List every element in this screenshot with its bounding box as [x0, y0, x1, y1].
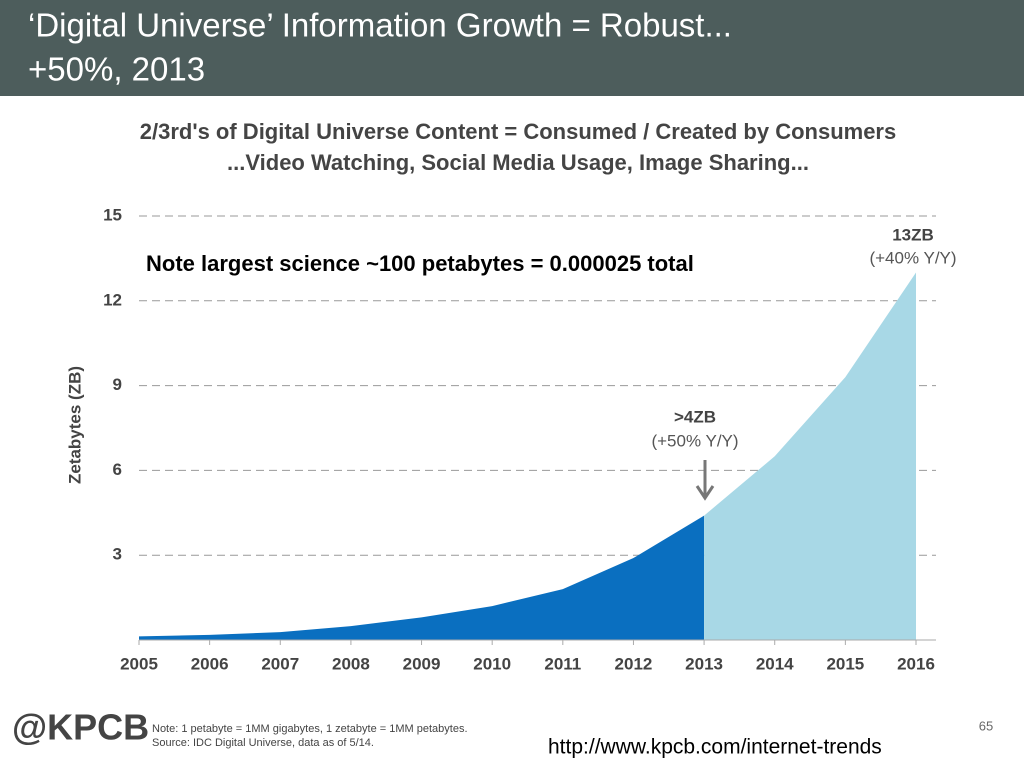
- x-tick-label: 2011: [544, 654, 581, 673]
- y-tick-label: 9: [113, 375, 122, 394]
- footnote: Source: IDC Digital Universe, data as of…: [152, 737, 374, 749]
- y-tick-label: 3: [113, 545, 122, 564]
- x-tick-label: 2008: [332, 654, 370, 673]
- y-tick-label: 15: [103, 205, 122, 224]
- annotation: >4ZB: [674, 407, 716, 426]
- y-tick-label: 6: [113, 460, 122, 479]
- annotation: 13ZB: [892, 225, 934, 244]
- chart-title: 2/3rd's of Digital Universe Content = Co…: [140, 119, 896, 144]
- x-tick-label: 2015: [826, 654, 864, 673]
- area: [139, 515, 705, 640]
- slide-title: +50%, 2013: [28, 51, 205, 88]
- x-tick-label: 2009: [403, 654, 441, 673]
- x-tick-label: 2016: [897, 654, 935, 673]
- url: http://www.kpcb.com/internet-trends: [548, 736, 882, 759]
- arrow: [695, 460, 715, 501]
- x-tick-label: 2014: [756, 654, 794, 673]
- x-tick-label: 2007: [261, 654, 299, 673]
- note: Note largest science ~100 petabytes = 0.…: [146, 251, 694, 276]
- header-band: [0, 0, 1024, 96]
- area: [704, 272, 916, 640]
- x-tick-label: 2005: [120, 654, 158, 673]
- x-tick-label: 2010: [473, 654, 511, 673]
- x-tick-label: 2012: [615, 654, 653, 673]
- x-tick-label: 2006: [191, 654, 229, 673]
- logo: @KPCB: [12, 707, 149, 748]
- plot: 3 6 9 12 15 2005 2006 2007 2008 2009 2010 2011 2012 2…: [103, 205, 936, 673]
- slide-title: ‘Digital Universe’ Information Growth = …: [28, 7, 732, 44]
- y-axis-label: Zetabytes (ZB): [65, 366, 84, 484]
- x-tick-label: 2013: [685, 654, 723, 673]
- page-number: 65: [979, 718, 993, 733]
- annotation: (+40% Y/Y): [869, 248, 956, 267]
- y-tick-label: 12: [103, 290, 122, 309]
- annotation: (+50% Y/Y): [651, 431, 738, 450]
- footnote: Note: 1 petabyte = 1MM gigabytes, 1 zeta…: [152, 723, 468, 735]
- chart-subtitle: ...Video Watching, Social Media Usage, I…: [227, 150, 809, 175]
